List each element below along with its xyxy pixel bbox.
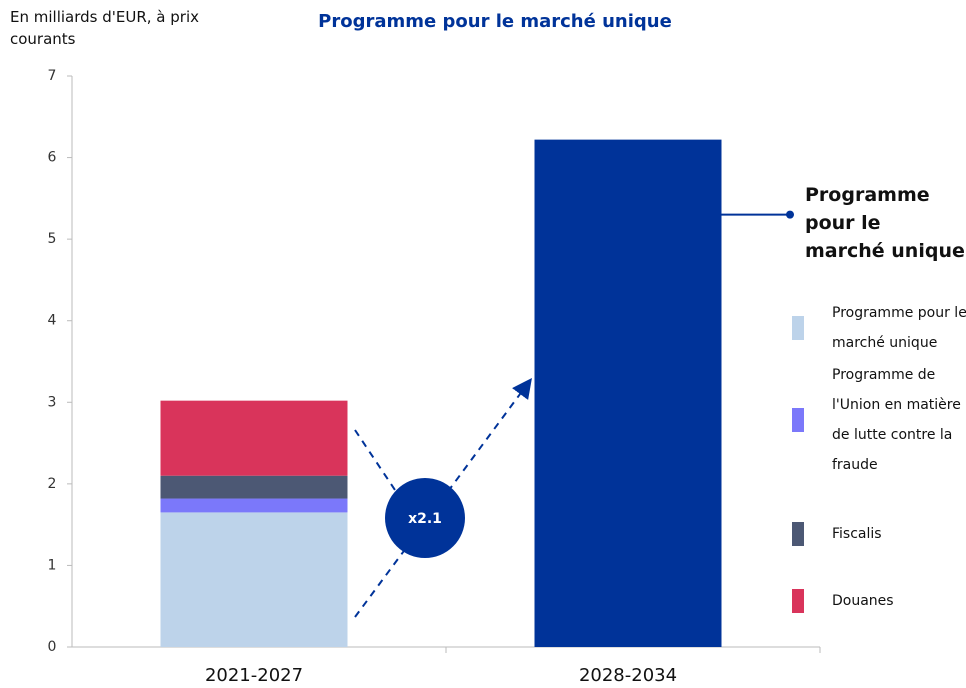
bar-segment: [160, 498, 348, 513]
bar-segment: [160, 512, 348, 647]
chart-title: Programme pour le marché unique: [318, 11, 672, 32]
x-tick-label: 2021-2027: [205, 665, 303, 686]
y-tick-label: 5: [48, 231, 57, 247]
legend-label: Programme pour le marché unique: [832, 305, 966, 351]
arrow-line: [354, 429, 396, 491]
bar-segment: [160, 475, 348, 499]
y-tick-label: 1: [48, 557, 57, 573]
annotation-circle: [385, 478, 465, 558]
y-tick-label: 4: [48, 313, 57, 329]
legend-swatch: [792, 522, 804, 546]
x-tick-label: 2028-2034: [579, 665, 677, 686]
y-axis-label: En milliards d'EUR, à prix courants: [10, 8, 199, 48]
annotation-text: x2.1: [408, 511, 442, 527]
callout-label: Programme pour le marché unique: [805, 183, 965, 262]
y-tick-label: 3: [48, 394, 57, 410]
legend-swatch: [792, 589, 804, 613]
legend-label: Fiscalis: [832, 526, 882, 542]
y-tick-label: 0: [48, 639, 57, 655]
bar-segment: [534, 139, 722, 647]
legend-label: Douanes: [832, 593, 894, 609]
legend-label: Programme de l'Union en matière de lutte…: [832, 367, 961, 473]
y-tick-label: 6: [48, 150, 57, 166]
legend-swatch: [792, 316, 804, 340]
callout-dot: [786, 210, 794, 219]
y-tick-label: 7: [48, 68, 57, 84]
bar-segment: [160, 400, 348, 476]
y-tick-label: 2: [48, 476, 57, 492]
legend-swatch: [792, 408, 804, 432]
